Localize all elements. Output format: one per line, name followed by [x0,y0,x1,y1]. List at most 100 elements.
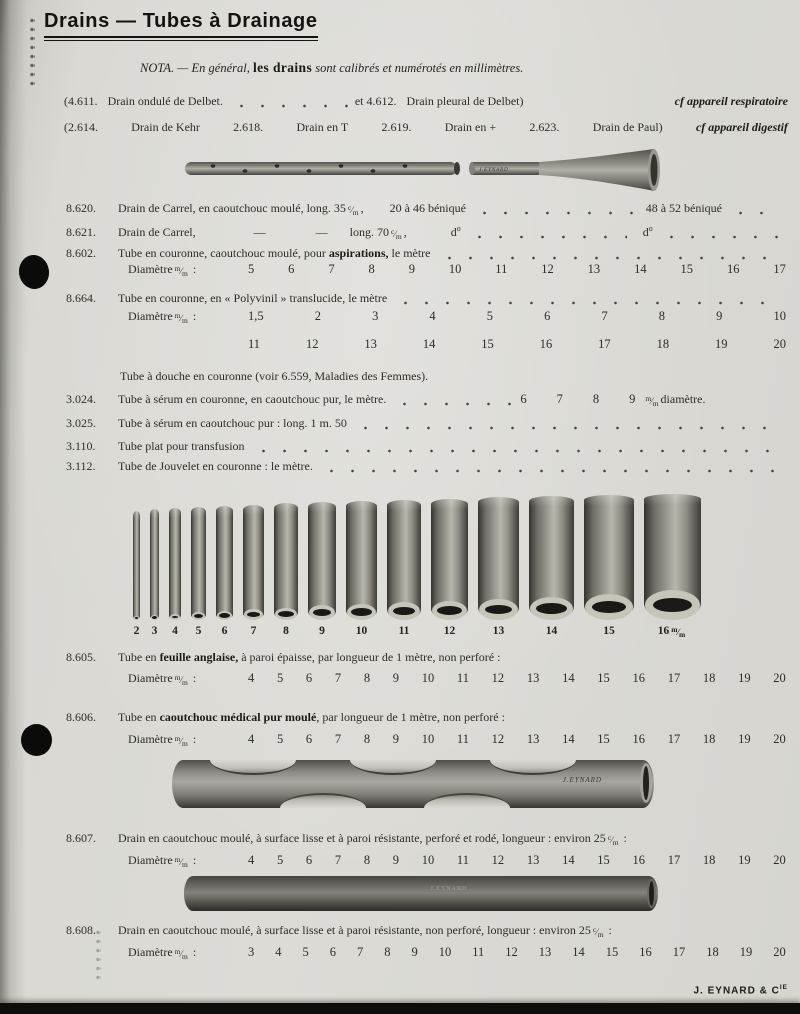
tube-opening [645,590,700,620]
diameter-row-8664b: 11 12 13 14 15 16 17 18 19 20 [128,337,786,352]
page-title: Drains — Tubes à Drainage [44,10,318,41]
diameter-value: 6 [329,945,336,959]
tube-column: 4 [169,508,181,637]
diameter-value: 10 [421,732,435,746]
diameter-value: 20 [773,732,786,746]
tube-opening [170,614,180,620]
diameter-value: 17 [667,732,681,746]
tube-column: 5 [191,507,206,637]
diameter-value: 13 [526,671,540,685]
punch-hole [21,724,52,756]
tube-opening [134,616,139,620]
diameter-value: 15 [680,262,694,276]
tube-size-label: 8 [283,625,289,637]
tube-cylinder-8mm [274,503,298,620]
diameter-value: 7 [334,671,342,685]
diameter-value: 16 [539,337,553,351]
unit-mm: m⁄m [174,264,188,278]
tube-opening [309,605,335,620]
unit-cm: c⁄m [347,203,359,217]
diameter-value: 17 [667,671,681,685]
diameter-value: 14 [562,671,575,685]
cross-reference: cf appareil respiratoire [674,94,788,108]
diameter-value: 18 [702,732,716,746]
dot-leader [228,99,349,109]
tube-opening [432,601,467,620]
diameter-value: 14 [572,945,585,959]
unit-mm: m⁄m [174,673,188,687]
diameter-value: 8 [384,945,391,959]
diameter-value: 20 [773,853,786,867]
diameter-value: 15 [597,853,610,867]
brand-label-perforated: J.EYNARD [562,776,602,784]
diameter-values: 4 5 6 7 8 9 10 11 12 13 14 15 16 17 18 19 20 [248,671,786,686]
diameter-value: 19 [715,337,728,351]
tube-size-label: 12 [443,625,456,637]
diameter-values: 5 6 7 8 9 10 11 12 13 14 15 16 17 [248,262,786,277]
diameter-row-8664a: Diamètre m⁄m : 1,5 2 3 4 5 6 7 8 9 10 [128,309,786,325]
diameter-value: 17 [773,262,786,276]
tube-column: 10 [346,501,377,637]
tube-cylinder-5mm [191,507,206,620]
dot-leader [318,464,780,474]
diameter-value: 4 [248,671,255,685]
diameter-value: 14 [634,262,647,276]
diameter-value: 15 [597,732,610,746]
diameter-value: 10 [438,945,452,959]
tube-column: 8 [274,503,298,637]
diameter-value: 7 [357,945,364,959]
tube-cylinder-2mm [133,511,140,620]
diameter-value: 14 [422,337,436,351]
diameter-value: 6 [305,671,313,685]
diameter-value: 6 [305,732,313,746]
dot-leader [658,230,780,240]
tube-cylinder-3mm [150,509,159,620]
fenestration [350,760,436,775]
catalog-row-8602: 8.602. Tube en couronne, caoutchouc moul… [66,246,786,261]
diameter-value: 6 [305,853,313,867]
smooth-tube-illustration: J.EYNARD [184,876,658,911]
diameter-value: 20 [773,337,786,351]
unit-cm: c⁄m [390,227,402,241]
diameter-value: 3 [248,945,255,959]
diameter-value: 5 [486,309,493,323]
tube-opening [217,611,232,620]
tube-column: 3 [150,509,159,637]
diameter-row-8608: Diamètre m⁄m : 3 4 5 6 7 8 9 10 11 12 13 14 15 16 17 18 1… [128,945,786,961]
tube-size-label: 6 [221,625,228,637]
brand-label-smooth: J.EYNARD [430,886,468,892]
diameter-value: 4 [429,309,436,323]
diameter-values: 3 4 5 6 7 8 9 10 11 12 13 14 15 16 17 18 19 20 [248,945,786,960]
ditto-mark: do [642,224,653,239]
tube-column: 12 [431,499,468,637]
diameter-values: 1,5 2 3 4 5 6 7 8 9 10 [248,309,786,324]
tube-size-label: 11 [398,625,410,637]
diameter-value: 11 [456,853,469,867]
diameter-value: 12 [305,337,319,351]
tube-cylinder-14mm [529,496,574,620]
diameter-value: 16 [632,671,645,685]
unit-mm: m⁄m [174,855,188,869]
diameter-row-8605: Diamètre m⁄m : 4 5 6 7 8 9 10 11 12 13 14 15 16 17 18 19… [128,671,786,687]
dot-leader [728,206,780,216]
catalog-row-3110: 3.110. Tube plat pour transfusion [66,439,786,454]
tube-column: 11 [387,500,421,637]
nota-label: NOTA. [140,61,175,75]
diameter-value: 9 [716,309,723,323]
diameter-value: 8 [363,671,371,685]
diameter-value: 20 [773,671,786,685]
tube-opening [479,599,518,620]
diameter-value: 12 [491,853,505,867]
tube-opening [275,608,297,620]
dot-leader [466,230,627,240]
diameter-value: 8 [363,853,371,867]
dot-leader [393,296,780,306]
unit-cm: c⁄m [592,925,604,939]
diameter-row-8602: Diamètre m⁄m : 5 6 7 8 9 10 11 12 13 14 15 16 17 [128,262,786,278]
diameter-value: 18 [702,853,716,867]
catalog-row-8607: 8.607. Drain en caoutchouc moulé, à surf… [66,831,627,847]
tube-cylinder-16mm [644,494,701,620]
diameter-value: 1,5 [248,309,264,323]
catalog-row-douche: Tube à douche en couronne (voir 6.559, M… [120,369,429,383]
catalog-row-8608: 8.608. Drain en caoutchouc moulé, à surf… [66,923,612,939]
